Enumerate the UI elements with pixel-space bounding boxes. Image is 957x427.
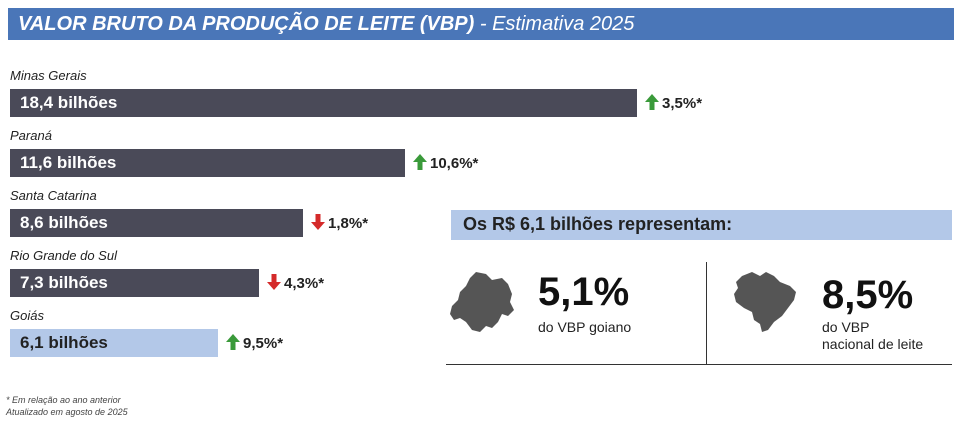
- arrow-down-icon: [267, 274, 284, 292]
- change-value: 9,5%*: [243, 335, 284, 352]
- bar: 18,4 bilhões: [10, 89, 637, 117]
- bar: 8,6 bilhões: [10, 209, 303, 237]
- footnote-2: Atualizado em agosto de 2025: [6, 407, 128, 417]
- summary-heading: Os R$ 6,1 bilhões representam:: [463, 214, 733, 234]
- bar-value-label: 18,4 bilhões: [20, 93, 118, 112]
- change-up-label: 10,6%*: [413, 154, 478, 172]
- title-bar: VALOR BRUTO DA PRODUÇÃO DE LEITE (VBP) -…: [8, 8, 954, 40]
- chart-title: VALOR BRUTO DA PRODUÇÃO DE LEITE (VBP) -…: [18, 13, 634, 36]
- change-value: 10,6%*: [430, 155, 479, 172]
- national-share-label-line1: do VBP: [822, 319, 870, 335]
- national-share-label-line2: nacional de leite: [822, 336, 924, 352]
- footnote-1: * Em relação ao ano anterior: [6, 395, 121, 405]
- national-share-value: 8,5%: [822, 273, 914, 317]
- state-label: Goiás: [10, 308, 44, 323]
- arrow-up-icon: [226, 334, 243, 352]
- change-up-label: 9,5%*: [226, 334, 283, 352]
- goias-map-icon: [450, 272, 514, 332]
- arrow-down-icon: [311, 214, 328, 232]
- arrow-up-icon: [413, 154, 430, 172]
- state-label: Minas Gerais: [10, 68, 87, 83]
- bar-value-label: 6,1 bilhões: [20, 333, 108, 352]
- goias-share-label: do VBP goiano: [538, 319, 632, 335]
- bar: 11,6 bilhões: [10, 149, 405, 177]
- bar-value-label: 8,6 bilhões: [20, 213, 108, 232]
- bar-value-label: 11,6 bilhões: [20, 153, 117, 172]
- change-down-label: 1,8%*: [311, 214, 368, 232]
- goias-share-value: 5,1%: [538, 270, 630, 314]
- bar: 6,1 bilhões: [10, 329, 218, 357]
- change-value: 1,8%*: [328, 215, 369, 232]
- state-label: Santa Catarina: [10, 188, 97, 203]
- change-up-label: 3,5%*: [645, 94, 702, 112]
- divider-vertical: [706, 262, 707, 364]
- summary-heading-bar: Os R$ 6,1 bilhões representam:: [451, 210, 952, 240]
- chart-title-bold: VALOR BRUTO DA PRODUÇÃO DE LEITE (VBP): [18, 13, 475, 35]
- state-label: Rio Grande do Sul: [10, 248, 117, 263]
- change-down-label: 4,3%*: [267, 274, 324, 292]
- arrow-up-icon: [645, 94, 662, 112]
- state-label: Paraná: [10, 128, 52, 143]
- change-value: 3,5%*: [662, 95, 703, 112]
- change-value: 4,3%*: [284, 275, 325, 292]
- bar: 7,3 bilhões: [10, 269, 259, 297]
- divider-horizontal: [446, 364, 952, 365]
- brazil-map-icon: [734, 272, 796, 332]
- chart-title-rest: - Estimativa 2025: [474, 13, 635, 35]
- bar-value-label: 7,3 bilhões: [20, 273, 108, 292]
